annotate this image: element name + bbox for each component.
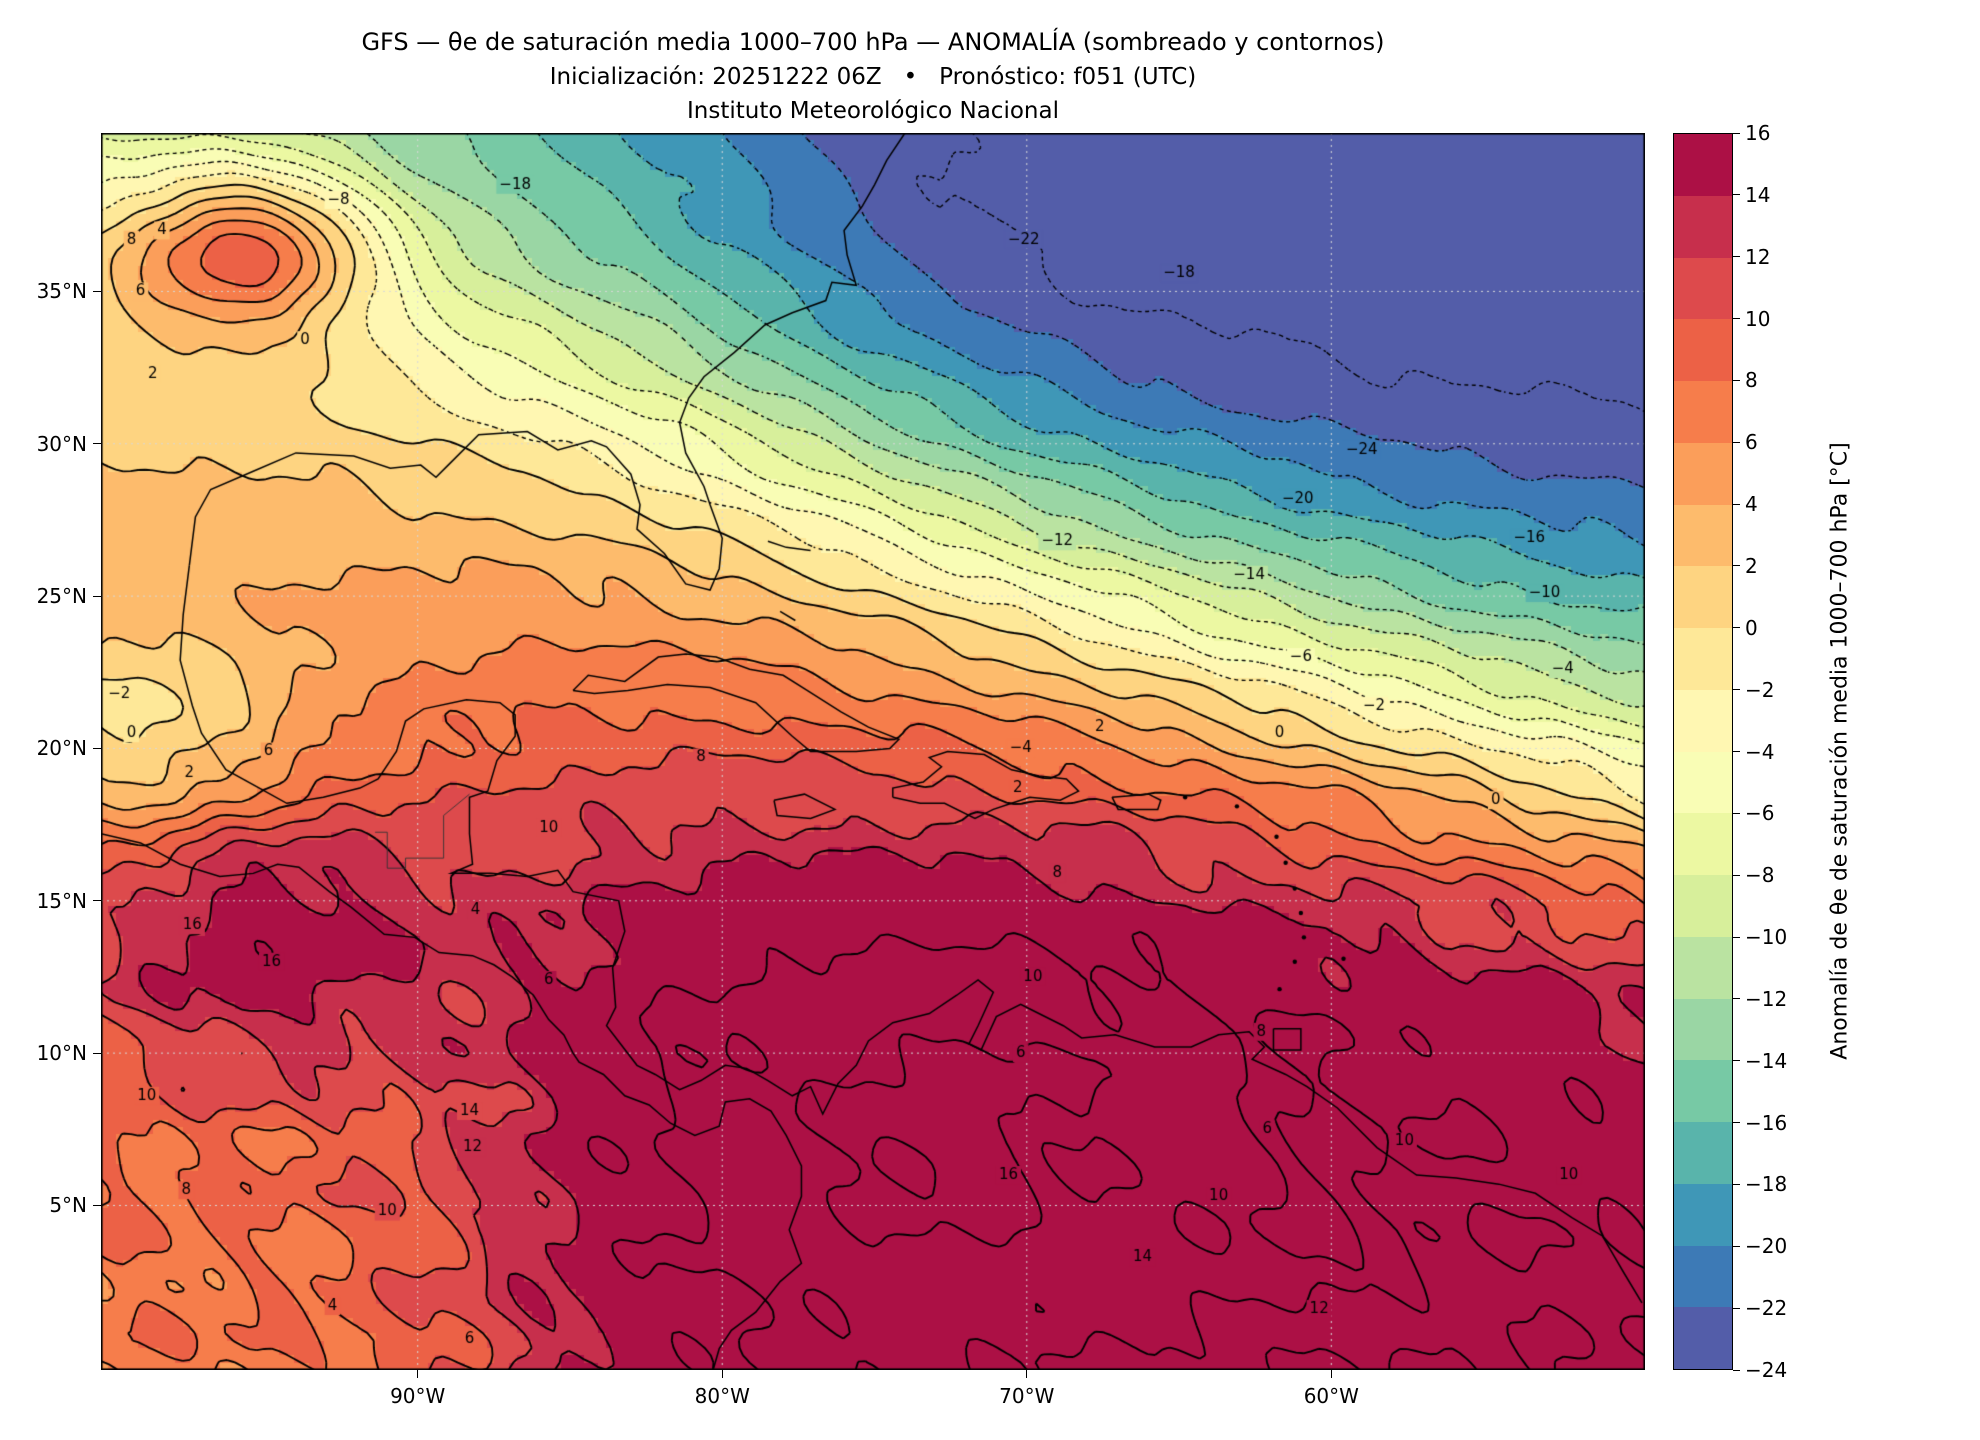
colorbar-segment <box>1674 257 1732 320</box>
colorbar-segment <box>1674 442 1732 505</box>
colorbar-tick-mark <box>1733 1183 1740 1185</box>
colorbar-segment <box>1674 998 1732 1061</box>
colorbar-tick-label: 0 <box>1745 615 1758 640</box>
colorbar-tick-label: −20 <box>1745 1234 1788 1259</box>
colorbar-segment <box>1674 1183 1732 1246</box>
colorbar-segment <box>1674 381 1732 443</box>
y-tick-mark <box>93 1052 101 1054</box>
colorbar-segment <box>1674 689 1732 752</box>
colorbar-tick-mark <box>1733 256 1740 258</box>
colorbar-tick-label: 16 <box>1745 121 1771 145</box>
colorbar-segment <box>1674 628 1732 690</box>
colorbar-tick-mark <box>1733 936 1740 938</box>
colorbar-tick-mark <box>1733 318 1740 320</box>
y-tick-label: 25°N <box>36 584 87 609</box>
y-tick-mark <box>93 1204 101 1206</box>
colorbar-tick-mark <box>1733 1369 1740 1371</box>
colorbar-tick-mark <box>1733 751 1740 752</box>
colorbar-tick-label: −4 <box>1745 739 1775 764</box>
colorbar-segment <box>1674 751 1732 814</box>
x-tick-mark <box>1330 1370 1332 1378</box>
colorbar-tick-mark <box>1733 998 1740 1000</box>
y-tick-mark <box>93 900 101 902</box>
colorbar-tick-label: −18 <box>1745 1172 1788 1197</box>
colorbar-tick-mark <box>1733 379 1740 381</box>
colorbar-segment <box>1674 813 1732 875</box>
colorbar-segment <box>1674 1122 1732 1184</box>
subtitle-institute: Instituto Meteorológico Nacional <box>687 98 1059 124</box>
x-tick-label: 70°W <box>999 1384 1055 1408</box>
colorbar-segment <box>1674 195 1732 258</box>
colorbar-segment <box>1674 566 1732 628</box>
colorbar-tick-mark <box>1733 1122 1740 1124</box>
colorbar-segment <box>1674 1245 1732 1308</box>
colorbar-tick-label: 2 <box>1745 553 1758 578</box>
colorbar <box>1673 133 1733 1370</box>
colorbar-tick-mark <box>1733 194 1740 196</box>
colorbar-tick-label: −22 <box>1745 1296 1788 1321</box>
x-tick-mark <box>1026 1370 1028 1378</box>
colorbar-segment <box>1674 936 1732 999</box>
y-tick-mark <box>93 747 101 749</box>
colorbar-tick-mark <box>1733 627 1740 629</box>
colorbar-tick-label: −2 <box>1745 677 1775 702</box>
colorbar-segment <box>1674 504 1732 567</box>
y-tick-label: 10°N <box>36 1041 87 1066</box>
colorbar-tick-mark <box>1733 132 1740 134</box>
colorbar-tick-label: 6 <box>1745 430 1758 455</box>
colorbar-tick-label: 10 <box>1745 306 1771 331</box>
colorbar-tick-label: 4 <box>1745 492 1758 517</box>
x-tick-label: 90°W <box>390 1384 446 1408</box>
colorbar-tick-mark <box>1733 1307 1740 1309</box>
colorbar-tick-mark <box>1733 1060 1740 1062</box>
y-tick-label: 5°N <box>49 1193 87 1218</box>
x-tick-mark <box>721 1370 723 1378</box>
y-tick-label: 35°N <box>36 279 87 304</box>
colorbar-segment <box>1674 319 1732 381</box>
colorbar-tick-label: −14 <box>1745 1048 1788 1073</box>
colorbar-tick-label: 8 <box>1745 368 1758 393</box>
page-title: GFS — θe de saturación media 1000–700 hP… <box>361 28 1385 56</box>
colorbar-tick-mark <box>1733 441 1740 443</box>
colorbar-tick-mark <box>1733 1245 1740 1247</box>
colorbar-tick-label: −12 <box>1745 986 1788 1011</box>
colorbar-tick-mark <box>1733 874 1740 876</box>
subtitle-init-forecast: Inicialización: 20251222 06Z • Pronóstic… <box>549 64 1197 90</box>
x-tick-mark <box>417 1370 419 1378</box>
y-tick-label: 15°N <box>36 888 87 913</box>
y-tick-label: 20°N <box>36 736 87 761</box>
map-canvas <box>101 133 1645 1370</box>
x-tick-label: 80°W <box>694 1384 750 1408</box>
colorbar-tick-mark <box>1733 565 1740 567</box>
colorbar-axis-label: Anomalía de θe de saturación media 1000–… <box>1827 442 1853 1060</box>
colorbar-segment <box>1674 134 1732 196</box>
colorbar-tick-label: 14 <box>1745 182 1771 207</box>
colorbar-tick-label: −10 <box>1745 925 1788 950</box>
y-tick-mark <box>93 595 101 597</box>
y-tick-label: 30°N <box>36 431 87 456</box>
y-tick-mark <box>93 290 101 292</box>
colorbar-tick-label: 12 <box>1745 244 1771 269</box>
y-tick-mark <box>93 443 101 445</box>
x-tick-label: 60°W <box>1303 1384 1359 1408</box>
colorbar-segment <box>1674 1060 1732 1122</box>
colorbar-tick-mark <box>1733 689 1740 691</box>
colorbar-tick-label: −6 <box>1745 801 1775 826</box>
colorbar-tick-mark <box>1733 503 1740 505</box>
colorbar-tick-mark <box>1733 812 1740 814</box>
colorbar-tick-label: −8 <box>1745 863 1775 888</box>
colorbar-segment <box>1674 875 1732 937</box>
colorbar-segment <box>1674 1307 1732 1369</box>
colorbar-tick-label: −16 <box>1745 1110 1788 1135</box>
colorbar-tick-label: −24 <box>1745 1358 1788 1382</box>
